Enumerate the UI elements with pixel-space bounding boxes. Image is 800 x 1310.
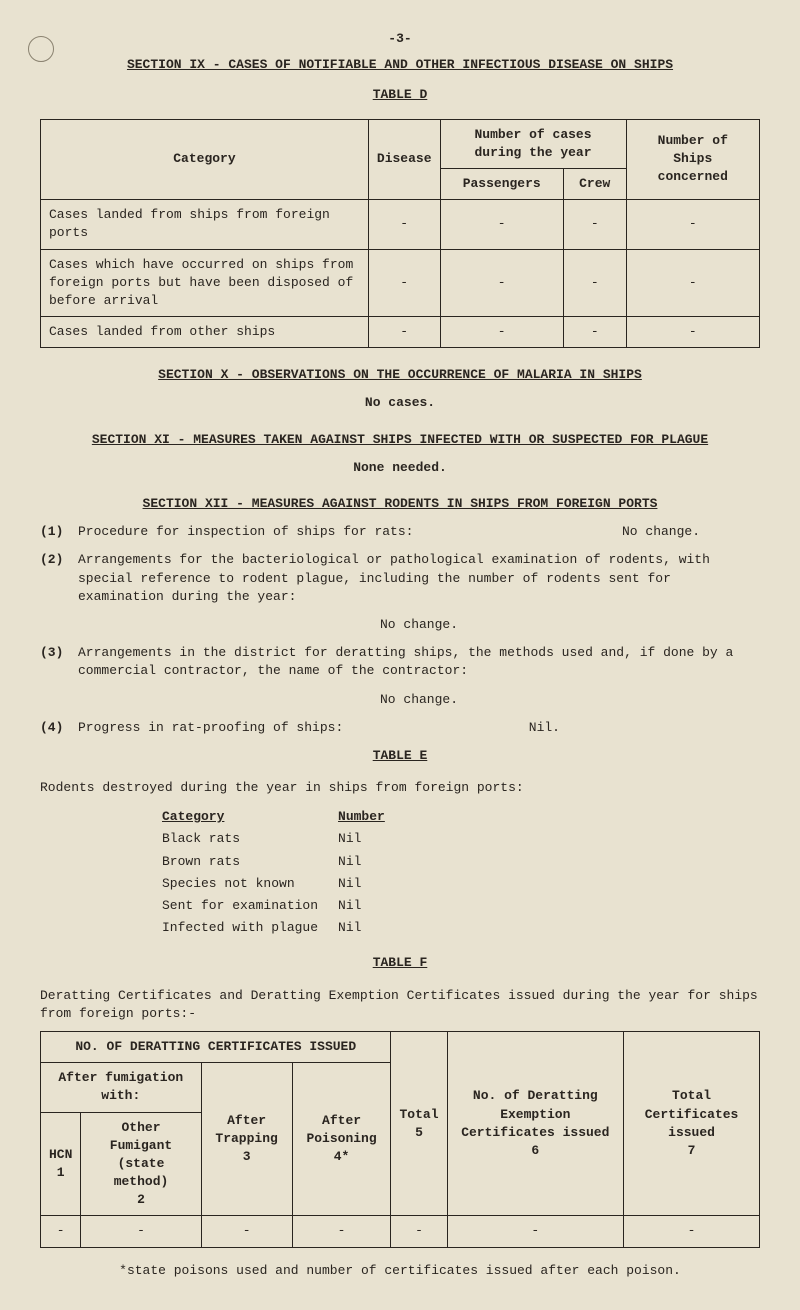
item-num: (1): [40, 523, 68, 541]
cell: Infected with plague: [162, 918, 336, 938]
item-answer: No change.: [622, 523, 700, 541]
table-d-label: TABLE D: [40, 86, 760, 104]
cell: Nil: [338, 852, 403, 872]
table-f: NO. OF DERATTING CERTIFICATES ISSUED Tot…: [40, 1031, 760, 1248]
item-num: (2): [40, 551, 68, 606]
cell: -: [440, 200, 563, 249]
table-row: Black ratsNil: [162, 829, 403, 849]
cell: -: [563, 200, 626, 249]
cell: -: [626, 249, 759, 317]
cell: -: [563, 249, 626, 317]
table-d: Category Disease Number of cases during …: [40, 119, 760, 349]
table-row: Cases landed from other ships - - - -: [41, 317, 760, 348]
section-xi-title: SECTION XI - MEASURES TAKEN AGAINST SHIP…: [40, 431, 760, 449]
table-row: Infected with plagueNil: [162, 918, 403, 938]
table-e-label: TABLE E: [40, 747, 760, 765]
cell: Nil: [338, 874, 403, 894]
cell-category: Cases landed from ships from foreign por…: [41, 200, 369, 249]
item-4: (4) Progress in rat-proofing of ships: N…: [40, 719, 760, 737]
item-num: (3): [40, 644, 68, 680]
cell: -: [447, 1216, 624, 1247]
table-row: Cases which have occurred on ships from …: [41, 249, 760, 317]
table-row: Cases landed from ships from foreign por…: [41, 200, 760, 249]
cell: -: [201, 1216, 292, 1247]
item-2: (2) Arrangements for the bacteriological…: [40, 551, 760, 606]
table-row: Species not knownNil: [162, 874, 403, 894]
th-number: Number: [338, 807, 403, 827]
section-x-body: No cases.: [40, 394, 760, 412]
table-row: Brown ratsNil: [162, 852, 403, 872]
item-answer: Nil.: [529, 719, 560, 737]
cell: -: [292, 1216, 391, 1247]
cell: Sent for examination: [162, 896, 336, 916]
cell: -: [41, 1216, 81, 1247]
item-2-answer: No change.: [380, 616, 760, 634]
item-1: (1) Procedure for inspection of ships fo…: [40, 523, 760, 541]
table-f-label: TABLE F: [40, 954, 760, 972]
cell: -: [391, 1216, 447, 1247]
th-crew: Crew: [563, 168, 626, 199]
cell: -: [626, 200, 759, 249]
item-text: Progress in rat-proofing of ships:: [78, 720, 343, 735]
footnote: *state poisons used and number of certif…: [40, 1262, 760, 1280]
section-xi-body: None needed.: [40, 459, 760, 477]
th-other: Other Fumigant (state method) 2: [81, 1112, 201, 1216]
cell: -: [368, 317, 440, 348]
th-after-fumig: After fumigation with:: [41, 1063, 202, 1112]
cell: -: [626, 317, 759, 348]
th-cases-header: Number of cases during the year: [440, 119, 626, 168]
th-total: Total 5: [391, 1031, 447, 1216]
table-e: Category Number Black ratsNil Brown rats…: [160, 805, 405, 940]
th-ships: Number of Ships concerned: [626, 119, 759, 200]
table-e-intro: Rodents destroyed during the year in shi…: [40, 779, 760, 797]
cell: Nil: [338, 829, 403, 849]
cell: -: [368, 249, 440, 317]
cell: Brown rats: [162, 852, 336, 872]
cell: -: [81, 1216, 201, 1247]
cell: -: [368, 200, 440, 249]
item-num: (4): [40, 719, 68, 737]
cell: Species not known: [162, 874, 336, 894]
section-x-title: SECTION X - OBSERVATIONS ON THE OCCURREN…: [40, 366, 760, 384]
item-text: Arrangements in the district for deratti…: [78, 644, 760, 680]
cell: -: [440, 317, 563, 348]
item-3: (3) Arrangements in the district for der…: [40, 644, 760, 680]
th-disease: Disease: [368, 119, 440, 200]
th-hcn: HCN 1: [41, 1112, 81, 1216]
cell-category: Cases which have occurred on ships from …: [41, 249, 369, 317]
cell: -: [563, 317, 626, 348]
cell-category: Cases landed from other ships: [41, 317, 369, 348]
item-text: Procedure for inspection of ships for ra…: [78, 524, 413, 539]
th-after-trap: After Trapping 3: [201, 1063, 292, 1216]
th-after-poison: After Poisoning 4*: [292, 1063, 391, 1216]
cell: Nil: [338, 918, 403, 938]
table-f-intro: Deratting Certificates and Deratting Exe…: [40, 987, 760, 1023]
cell: -: [624, 1216, 760, 1247]
cell: Nil: [338, 896, 403, 916]
item-3-answer: No change.: [380, 691, 760, 709]
th-exempt: No. of Deratting Exemption Certificates …: [447, 1031, 624, 1216]
cell: Black rats: [162, 829, 336, 849]
section-xii-title: SECTION XII - MEASURES AGAINST RODENTS I…: [40, 495, 760, 513]
th-passengers: Passengers: [440, 168, 563, 199]
item-text: Arrangements for the bacteriological or …: [78, 551, 760, 606]
table-row: - - - - - - -: [41, 1216, 760, 1247]
table-row: Sent for examinationNil: [162, 896, 403, 916]
th-category: Category: [162, 807, 336, 827]
punch-hole: [28, 36, 54, 62]
th-category: Category: [41, 119, 369, 200]
page-number: -3-: [40, 30, 760, 48]
cell: -: [440, 249, 563, 317]
section-ix-title: SECTION IX - CASES OF NOTIFIABLE AND OTH…: [40, 56, 760, 74]
th-no-issued: NO. OF DERATTING CERTIFICATES ISSUED: [41, 1031, 391, 1062]
th-totalcerts: Total Certificates issued 7: [624, 1031, 760, 1216]
